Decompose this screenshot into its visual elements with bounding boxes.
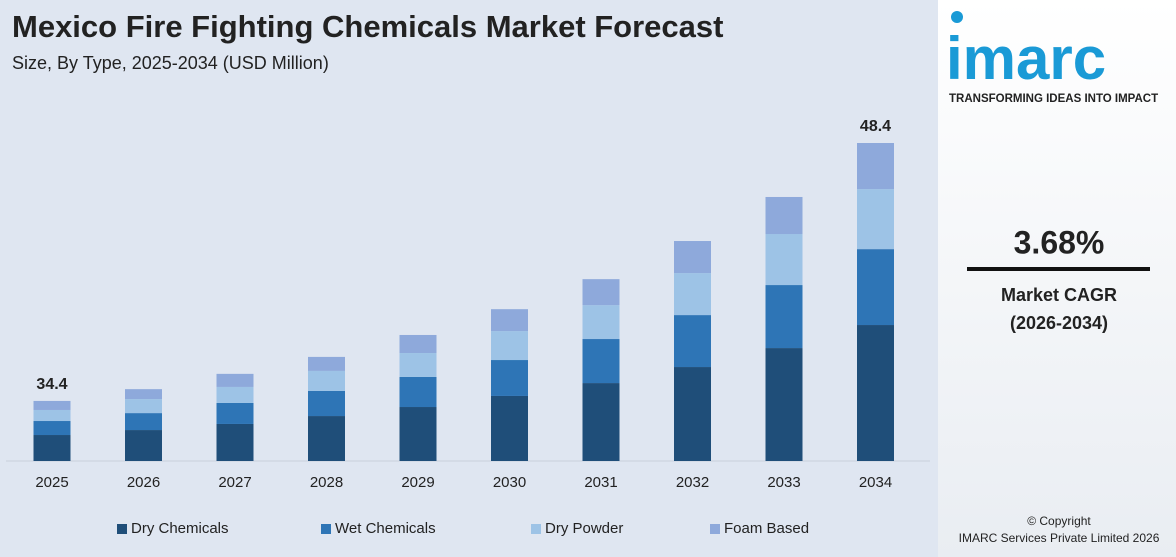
bar-segment — [765, 285, 803, 349]
legend-swatch — [710, 524, 720, 534]
x-tick-label: 2029 — [401, 474, 434, 491]
bar-segment — [765, 348, 803, 461]
x-tick-label: 2032 — [676, 474, 709, 491]
legend-label: Wet Chemicals — [335, 520, 436, 537]
cagr-rule — [967, 267, 1150, 271]
x-tick-label: 2030 — [493, 474, 526, 491]
x-tick-label: 2033 — [767, 474, 800, 491]
bar-segment — [33, 400, 71, 410]
bar-segment — [308, 370, 345, 391]
x-tick-label: 2025 — [35, 474, 68, 491]
bar-segment — [674, 241, 711, 274]
bar-segment — [857, 143, 894, 190]
chart-title: Mexico Fire Fighting Chemicals Market Fo… — [12, 9, 723, 44]
sidebar-bg — [938, 0, 1176, 557]
bar-segment — [582, 383, 620, 461]
bar-segment — [33, 409, 71, 422]
legend-label: Dry Chemicals — [131, 520, 229, 537]
x-tick-label: 2034 — [859, 474, 892, 491]
logo-dot — [951, 11, 963, 23]
bar-segment — [491, 395, 528, 461]
bar-segment — [674, 273, 711, 316]
chart-subtitle: Size, By Type, 2025-2034 (USD Million) — [12, 53, 329, 73]
bar-segment — [399, 353, 437, 377]
x-tick-label: 2026 — [127, 474, 160, 491]
bar-segment — [765, 234, 803, 286]
bar-segment — [216, 423, 254, 461]
bar-segment — [491, 309, 528, 332]
legend-swatch — [117, 524, 127, 534]
bar-segment — [399, 376, 437, 408]
owner: IMARC Services Private Limited 2026 — [959, 531, 1160, 545]
bar-segment — [216, 402, 254, 424]
x-tick-label: 2028 — [310, 474, 343, 491]
bar-segment — [125, 389, 162, 400]
x-tick-label: 2027 — [218, 474, 251, 491]
bar-segment — [399, 334, 437, 354]
bar-segment — [399, 407, 437, 461]
cagr-period: (2026-2034) — [1010, 313, 1108, 333]
tagline: TRANSFORMING IDEAS INTO IMPACT — [949, 93, 1158, 105]
bar-segment — [765, 196, 803, 235]
bar-segment — [582, 305, 620, 340]
cagr: 3.68% — [1014, 224, 1105, 260]
bar-segment — [491, 331, 528, 361]
bar-segment — [125, 430, 162, 461]
bar-segment — [33, 435, 71, 461]
bar-segment — [33, 421, 71, 436]
legend-swatch — [321, 524, 331, 534]
legend-label: Dry Powder — [545, 520, 623, 537]
bar-segment — [674, 315, 711, 368]
bar-segment — [308, 390, 345, 417]
bar-segment — [674, 367, 711, 461]
bar-segment — [308, 356, 345, 371]
bar-segment — [125, 413, 162, 431]
bar-segment — [857, 249, 894, 326]
bar-segment — [582, 339, 620, 384]
bar-segment — [216, 386, 254, 403]
bar-segment — [857, 325, 894, 461]
logo: imarc — [946, 25, 1106, 92]
bar-segment — [125, 399, 162, 414]
bar-segment — [582, 279, 620, 306]
total-label: 34.4 — [36, 376, 67, 393]
legend-label: Foam Based — [724, 520, 809, 537]
x-tick-label: 2031 — [584, 474, 617, 491]
bar-segment — [308, 416, 345, 461]
total-label: 48.4 — [860, 118, 891, 135]
cagr-label: Market CAGR — [1001, 285, 1117, 305]
bar-segment — [491, 360, 528, 396]
bar-segment — [216, 373, 254, 387]
copyright: © Copyright — [1027, 514, 1091, 528]
bar-segment — [857, 189, 894, 250]
legend-swatch — [531, 524, 541, 534]
